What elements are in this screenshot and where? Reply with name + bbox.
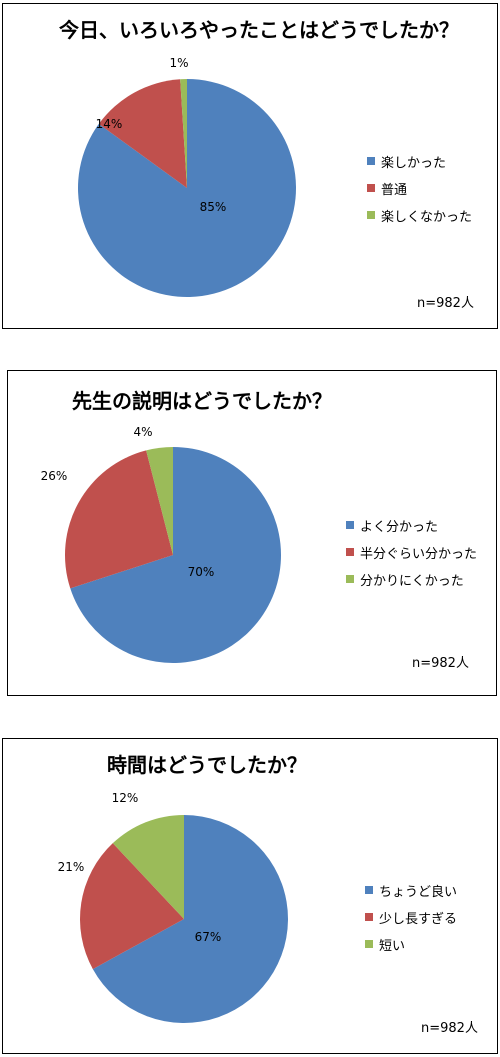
- slice-value-label: 21%: [58, 860, 85, 874]
- sample-size: n=982人: [417, 296, 474, 311]
- slice-value-label: 67%: [195, 930, 222, 944]
- pie-chart-3: 67% 21% 12%: [58, 791, 288, 1023]
- chart-panel-2: 先生の説明はどうでしたか？ 70% 26% 4% よく分かった 半分ぐらい分かった …: [7, 370, 497, 696]
- sample-size: n=982人: [412, 656, 469, 671]
- slice-value-label: 26%: [41, 469, 68, 483]
- slice-value-label: 70%: [188, 565, 215, 579]
- legend-swatch: [367, 184, 375, 192]
- pie-chart-1: 85% 14% 1%: [77, 56, 297, 297]
- legend-label: 短い: [379, 939, 406, 954]
- legend-swatch: [346, 548, 354, 556]
- chart-title: 先生の説明はどうでしたか？: [72, 389, 332, 413]
- legend-swatch: [365, 886, 373, 894]
- pie-slice-3: [146, 447, 173, 555]
- legend-label: よく分かった: [360, 520, 439, 535]
- legend-label: 少し長すぎる: [379, 912, 458, 927]
- chart-title: 時間はどうでしたか？: [107, 753, 307, 777]
- slice-value-label: 12%: [112, 791, 139, 805]
- chart-panel-3: 時間はどうでしたか？ 67% 21% 12% ちょうど良い 少し長すぎる 短い n=…: [2, 738, 498, 1054]
- legend-label: 普通: [381, 183, 408, 198]
- legend-swatch: [367, 211, 375, 219]
- pie-slice-1: [70, 447, 282, 663]
- pie-chart-2: 70% 26% 4%: [41, 425, 282, 663]
- chart-title: 今日、いろいろやったことはどうでしたか？: [59, 18, 459, 42]
- slice-value-label: 1%: [169, 56, 188, 70]
- legend-label: ちょうど良い: [379, 885, 458, 900]
- legend-label: 楽しくなかった: [381, 210, 473, 225]
- legend-label: 半分ぐらい分かった: [360, 547, 478, 562]
- pie-slice-3: [112, 815, 184, 919]
- slice-value-label: 4%: [133, 425, 152, 439]
- sample-size: n=982人: [421, 1021, 478, 1036]
- pie-slice-1: [92, 815, 288, 1023]
- pie-slice-2: [98, 79, 187, 188]
- legend-label: 分かりにくかった: [360, 574, 464, 589]
- pie-slice-2: [64, 450, 173, 589]
- slice-value-label: 85%: [200, 200, 227, 214]
- slice-value-label: 14%: [96, 117, 123, 131]
- legend-swatch: [367, 157, 375, 165]
- legend-swatch: [365, 940, 373, 948]
- pie-slice-2: [79, 843, 184, 970]
- legend-swatch: [346, 521, 354, 529]
- chart-panel-1: 今日、いろいろやったことはどうでしたか？ 85% 14% 1% 楽しかった 普通 楽…: [2, 3, 498, 329]
- legend-swatch: [365, 913, 373, 921]
- pie-slice-3: [180, 79, 187, 188]
- legend-label: 楽しかった: [381, 156, 447, 171]
- legend-swatch: [346, 575, 354, 583]
